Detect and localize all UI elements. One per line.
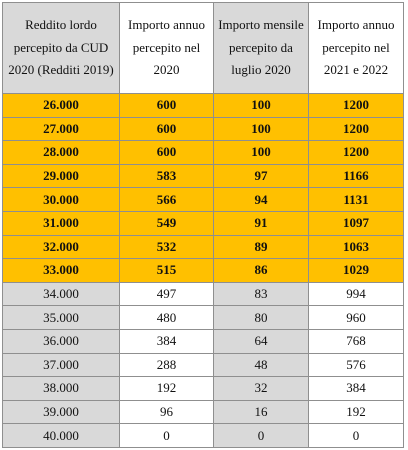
cell-annual-2020: 497 (119, 281, 214, 307)
cell-monthly-july-2020: 91 (213, 210, 309, 236)
cell-monthly-july-2020: 100 (213, 116, 309, 142)
cell-gross-income: 26.000 (2, 93, 120, 118)
cell-annual-2020: 583 (119, 163, 214, 189)
bonus-income-table: Reddito lordo percepito da CUD 2020 (Red… (2, 2, 404, 448)
bonus-income-table-container: Reddito lordo percepito da CUD 2020 (Red… (2, 2, 404, 448)
cell-annual-2021-2022: 768 (308, 328, 404, 354)
cell-annual-2021-2022: 1200 (308, 93, 404, 118)
table-row: 34.000 497 83 994 (2, 281, 404, 307)
table-row: 35.000 480 80 960 (2, 305, 404, 330)
table-row-highlighted: 26.000 600 100 1200 (2, 93, 404, 118)
cell-annual-2021-2022: 960 (308, 305, 404, 330)
header-annual-2021-2022: Importo annuo percepito nel 2021 e 2022 (308, 2, 404, 94)
cell-annual-2020: 96 (119, 399, 214, 425)
cell-monthly-july-2020: 89 (213, 234, 309, 260)
table-row-highlighted: 33.000 515 86 1029 (2, 258, 404, 283)
cell-annual-2021-2022: 1097 (308, 210, 404, 236)
cell-gross-income: 28.000 (2, 140, 120, 165)
header-annual-2020: Importo annuo percepito nel 2020 (119, 2, 214, 94)
table-header: Reddito lordo percepito da CUD 2020 (Red… (2, 2, 404, 94)
cell-gross-income: 32.000 (2, 234, 120, 260)
cell-annual-2021-2022: 1166 (308, 163, 404, 189)
cell-gross-income: 31.000 (2, 210, 120, 236)
table-row: 40.000 0 0 0 (2, 423, 404, 448)
header-gross-income: Reddito lordo percepito da CUD 2020 (Red… (2, 2, 120, 94)
cell-annual-2021-2022: 1029 (308, 258, 404, 283)
cell-gross-income: 36.000 (2, 328, 120, 354)
cell-annual-2020: 192 (119, 376, 214, 401)
cell-gross-income: 39.000 (2, 399, 120, 425)
header-row: Reddito lordo percepito da CUD 2020 (Red… (2, 2, 404, 94)
cell-gross-income: 29.000 (2, 163, 120, 189)
table-row-highlighted: 30.000 566 94 1131 (2, 187, 404, 212)
cell-gross-income: 37.000 (2, 352, 120, 378)
cell-annual-2020: 600 (119, 140, 214, 165)
cell-monthly-july-2020: 83 (213, 281, 309, 307)
cell-monthly-july-2020: 94 (213, 187, 309, 212)
table-row: 38.000 192 32 384 (2, 376, 404, 401)
cell-annual-2020: 384 (119, 328, 214, 354)
cell-monthly-july-2020: 16 (213, 399, 309, 425)
cell-gross-income: 38.000 (2, 376, 120, 401)
table-row: 39.000 96 16 192 (2, 399, 404, 425)
cell-annual-2021-2022: 994 (308, 281, 404, 307)
table-row-highlighted: 32.000 532 89 1063 (2, 234, 404, 260)
cell-monthly-july-2020: 80 (213, 305, 309, 330)
cell-annual-2021-2022: 1200 (308, 116, 404, 142)
cell-gross-income: 40.000 (2, 423, 120, 448)
cell-annual-2021-2022: 192 (308, 399, 404, 425)
cell-annual-2021-2022: 1200 (308, 140, 404, 165)
cell-annual-2020: 549 (119, 210, 214, 236)
cell-gross-income: 33.000 (2, 258, 120, 283)
cell-monthly-july-2020: 100 (213, 93, 309, 118)
table-row-highlighted: 31.000 549 91 1097 (2, 210, 404, 236)
cell-annual-2020: 288 (119, 352, 214, 378)
cell-annual-2021-2022: 1063 (308, 234, 404, 260)
cell-monthly-july-2020: 0 (213, 423, 309, 448)
table-row: 37.000 288 48 576 (2, 352, 404, 378)
table-row: 36.000 384 64 768 (2, 328, 404, 354)
table-row-highlighted: 28.000 600 100 1200 (2, 140, 404, 165)
cell-annual-2021-2022: 384 (308, 376, 404, 401)
cell-monthly-july-2020: 100 (213, 140, 309, 165)
cell-annual-2020: 600 (119, 93, 214, 118)
cell-gross-income: 30.000 (2, 187, 120, 212)
table-body: 26.000 600 100 1200 27.000 600 100 1200 28.000 60… (2, 93, 404, 448)
cell-monthly-july-2020: 64 (213, 328, 309, 354)
cell-monthly-july-2020: 97 (213, 163, 309, 189)
cell-annual-2020: 480 (119, 305, 214, 330)
cell-monthly-july-2020: 86 (213, 258, 309, 283)
cell-annual-2020: 600 (119, 116, 214, 142)
cell-annual-2020: 566 (119, 187, 214, 212)
cell-monthly-july-2020: 48 (213, 352, 309, 378)
cell-annual-2021-2022: 576 (308, 352, 404, 378)
cell-gross-income: 35.000 (2, 305, 120, 330)
cell-annual-2020: 515 (119, 258, 214, 283)
cell-monthly-july-2020: 32 (213, 376, 309, 401)
header-monthly-july-2020: Importo mensile percepito da luglio 2020 (213, 2, 309, 94)
cell-annual-2021-2022: 1131 (308, 187, 404, 212)
cell-annual-2021-2022: 0 (308, 423, 404, 448)
cell-gross-income: 27.000 (2, 116, 120, 142)
table-row-highlighted: 29.000 583 97 1166 (2, 163, 404, 189)
cell-annual-2020: 532 (119, 234, 214, 260)
cell-annual-2020: 0 (119, 423, 214, 448)
table-row-highlighted: 27.000 600 100 1200 (2, 116, 404, 142)
cell-gross-income: 34.000 (2, 281, 120, 307)
